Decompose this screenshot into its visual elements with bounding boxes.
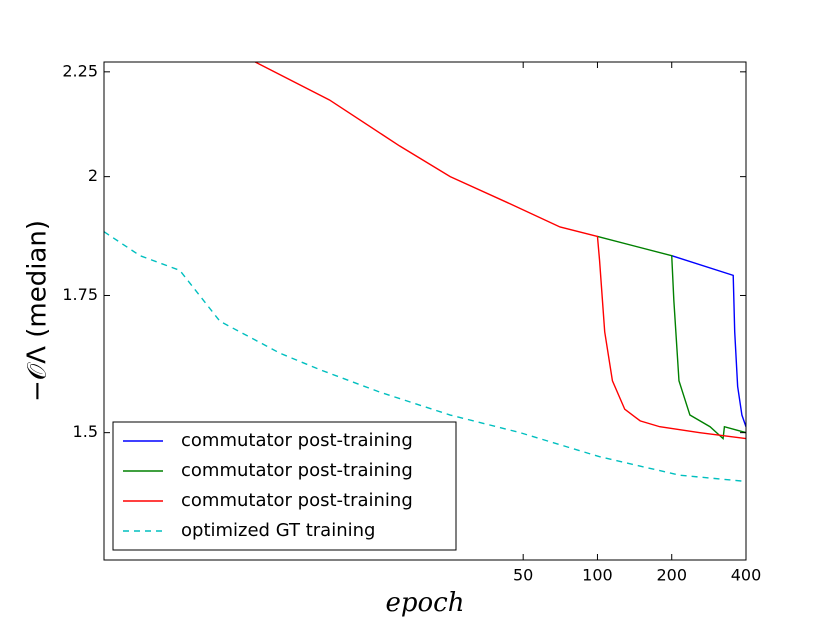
series-line — [104, 231, 746, 483]
legend-box — [112, 421, 457, 551]
legend-label: optimized GT training — [181, 520, 375, 541]
series-line — [597, 235, 746, 441]
y-tick-label: 1.5 — [73, 422, 98, 441]
x-tick-label: 50 — [513, 566, 533, 585]
legend-label: commutator post-training — [181, 490, 413, 511]
y-tick-label: 2 — [88, 166, 98, 185]
series-line — [254, 62, 746, 440]
x-tick-label: 100 — [582, 566, 613, 585]
legend-label: commutator post-training — [181, 460, 413, 481]
x-tick-label: 400 — [731, 566, 762, 585]
plot-frame — [103, 61, 747, 561]
x-tick-label: 200 — [656, 566, 687, 585]
x-axis-label: epoch — [386, 588, 465, 618]
y-tick-label: 2.25 — [62, 61, 98, 80]
plot-lines — [104, 62, 746, 483]
y-axis-label: −𝒪Λ (median) — [23, 220, 53, 402]
legend-label: commutator post-training — [181, 430, 413, 451]
y-tick-label: 1.75 — [62, 285, 98, 304]
series-line — [671, 255, 746, 427]
